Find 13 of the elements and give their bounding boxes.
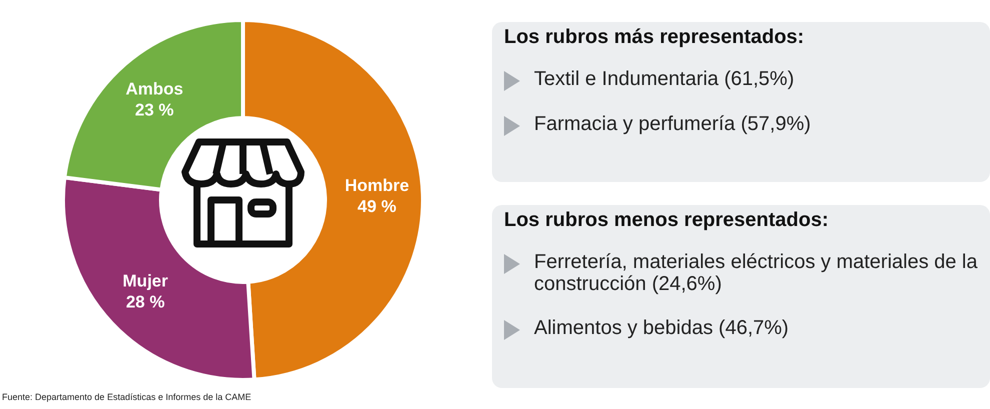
data-label: 23 % (135, 100, 174, 120)
text: Ferretería, materiales eléctricos y materiales de la construcción (24,6%) (534, 251, 978, 295)
text: Alimentos y bebidas (46,7%) (534, 317, 789, 339)
slice-label: Mujer (122, 272, 168, 291)
source-note: Fuente: Departamento de Estadísticas e Informes de la CAME (2, 392, 252, 402)
text: Textil e Indumentaria (61,5%) (534, 68, 794, 90)
text: Farmacia y perfumería (57,9%) (534, 113, 811, 135)
data-label: 28 % (126, 292, 165, 312)
data-label: 49 % (358, 196, 396, 216)
text: Los rubros más representados: (504, 26, 804, 49)
slice-label: Hombre (344, 176, 410, 195)
text: Los rubros menos representados: (504, 209, 829, 232)
slice-label: Ambos (126, 79, 184, 98)
